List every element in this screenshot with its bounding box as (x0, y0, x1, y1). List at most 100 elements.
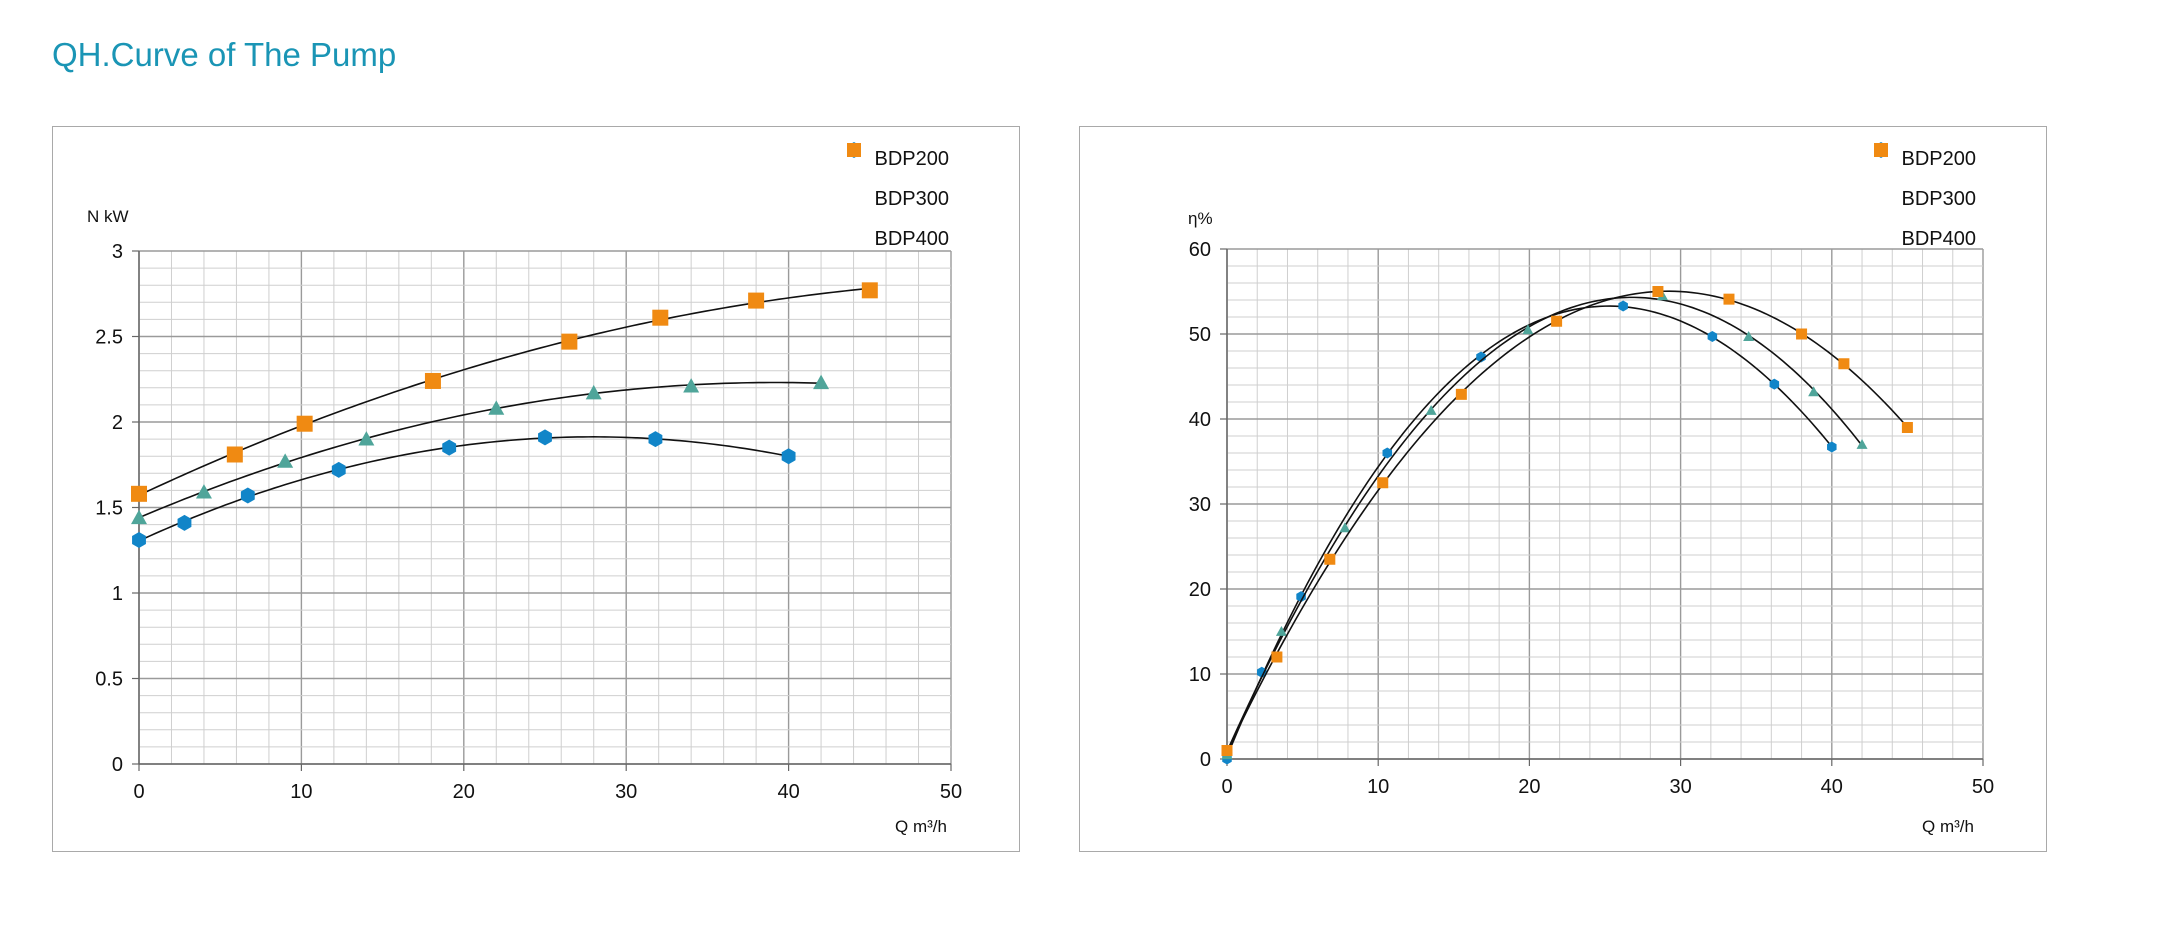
data-point-bdp400 (1221, 745, 1233, 756)
series-line-bdp400 (1226, 290, 1908, 752)
series-line-bdp300 (1226, 296, 1863, 752)
square-marker-icon (1870, 143, 1892, 250)
data-point-bdp400 (1455, 388, 1467, 400)
efficiency-chart-panel: 0 10 20 30 40 50 0 10 20 30 40 50 60 η% Q m³/h BDP20… (1079, 126, 2047, 852)
x-axis-label: Q m³/h (895, 817, 947, 836)
data-point-bdp200 (1707, 331, 1718, 343)
y-tick-label: 0.5 (95, 669, 123, 691)
data-point-bdp200 (331, 461, 346, 478)
legend-label: BDP200 (1901, 147, 1977, 170)
legend: BDP200 BDP300 BDP400 (1870, 139, 1977, 259)
data-point-bdp300 (277, 453, 294, 468)
y-tick-label: 2.5 (95, 327, 123, 349)
data-point-bdp300 (1743, 331, 1755, 341)
triangle-marker-icon (843, 143, 865, 210)
data-point-bdp300 (1808, 386, 1820, 397)
square-marker-icon (843, 143, 865, 250)
data-point-bdp400 (1901, 422, 1913, 433)
x-tick-label: 10 (1367, 776, 1389, 798)
series-line-bdp200 (1226, 305, 1833, 757)
efficiency-chart: 0 10 20 30 40 50 0 10 20 30 40 50 60 (1189, 239, 1994, 798)
y-tick-label: 0 (112, 754, 123, 776)
data-point-bdp200 (442, 439, 457, 456)
data-point-bdp300 (358, 431, 375, 446)
data-point-bdp200 (1257, 666, 1267, 678)
legend-label: BDP400 (1901, 227, 1977, 250)
page-title: QH.Curve of The Pump (52, 36, 397, 73)
y-tick-label: 40 (1189, 409, 1211, 431)
data-point-bdp300 (488, 400, 505, 415)
data-point-bdp400 (1796, 328, 1808, 340)
x-tick-label: 0 (1221, 776, 1232, 798)
data-point-bdp400 (1377, 477, 1389, 489)
legend-label: BDP300 (874, 187, 950, 210)
y-tick-label: 50 (1189, 324, 1211, 346)
y-tick-label: 2 (112, 412, 123, 434)
data-point-bdp400 (1838, 358, 1850, 370)
y-axis-label: N kW (87, 207, 129, 226)
y-tick-label: 3 (112, 241, 123, 263)
legend-item-bdp400: BDP400 (1870, 143, 1977, 259)
data-point-bdp400 (424, 372, 441, 389)
y-tick-label: 20 (1189, 579, 1211, 601)
data-point-bdp400 (226, 446, 243, 463)
data-point-bdp200 (781, 448, 796, 465)
grid (1226, 248, 1984, 760)
x-tick-label: 30 (615, 781, 637, 803)
power-chart: 0 10 20 30 40 50 0 0.5 1 1.5 2 2.5 3 (95, 241, 962, 803)
data-point-bdp200 (538, 429, 552, 446)
data-point-bdp400 (131, 485, 147, 502)
data-point-bdp300 (1522, 324, 1534, 335)
data-point-bdp300 (1425, 405, 1437, 415)
data-point-bdp300 (131, 509, 147, 525)
data-point-bdp200 (1382, 447, 1393, 459)
data-point-bdp200 (648, 431, 663, 448)
data-point-bdp400 (1652, 286, 1664, 297)
x-tick-label: 20 (1518, 776, 1540, 798)
x-tick-label: 50 (1972, 776, 1994, 798)
x-tick-label: 10 (290, 781, 312, 803)
data-point-bdp200 (1618, 300, 1628, 312)
y-tick-label: 30 (1189, 494, 1211, 516)
y-tick-label: 10 (1189, 664, 1211, 686)
data-point-bdp400 (296, 415, 313, 432)
x-tick-label: 0 (133, 781, 144, 803)
data-point-bdp400 (1271, 651, 1283, 663)
power-chart-panel: 0 10 20 30 40 50 0 0.5 1 1.5 2 2.5 3 N kW Q m³/h BDP… (52, 126, 1020, 852)
data-point-bdp200 (1296, 591, 1306, 603)
legend-item-bdp300: BDP300 (843, 143, 950, 219)
grid (138, 250, 952, 765)
data-point-bdp400 (861, 282, 878, 299)
data-point-bdp400 (748, 292, 765, 309)
x-axis-label: Q m³/h (1922, 817, 1974, 836)
legend-item-bdp400: BDP400 (843, 143, 949, 259)
data-point-bdp300 (1856, 439, 1868, 449)
data-point-bdp300 (585, 384, 602, 400)
data-point-bdp300 (195, 484, 212, 499)
data-point-bdp400 (561, 333, 578, 350)
x-tick-label: 40 (777, 781, 799, 803)
legend: BDP200 BDP300 BDP400 (843, 139, 950, 259)
data-point-bdp300 (813, 374, 830, 390)
data-point-bdp300 (1339, 522, 1351, 533)
data-point-bdp200 (177, 514, 192, 531)
data-point-bdp400 (652, 309, 669, 326)
data-point-bdp200 (132, 531, 146, 548)
y-axis-label: η% (1188, 209, 1213, 228)
x-tick-label: 30 (1669, 776, 1691, 798)
data-point-bdp400 (1551, 315, 1563, 327)
series-line-bdp400 (138, 287, 870, 496)
y-tick-label: 60 (1189, 239, 1211, 261)
data-point-bdp200 (1827, 441, 1837, 453)
series-line-bdp300 (138, 381, 822, 519)
legend-label: BDP200 (874, 147, 950, 170)
x-tick-label: 20 (453, 781, 475, 803)
y-tick-label: 1 (112, 583, 123, 605)
legend-item-bdp300: BDP300 (1870, 143, 1976, 219)
data-point-bdp300 (683, 378, 700, 393)
data-point-bdp300 (1275, 626, 1287, 636)
data-point-bdp200 (1769, 378, 1780, 390)
y-tick-label: 0 (1200, 749, 1211, 771)
data-point-bdp400 (1324, 553, 1336, 565)
data-point-bdp200 (240, 487, 255, 504)
